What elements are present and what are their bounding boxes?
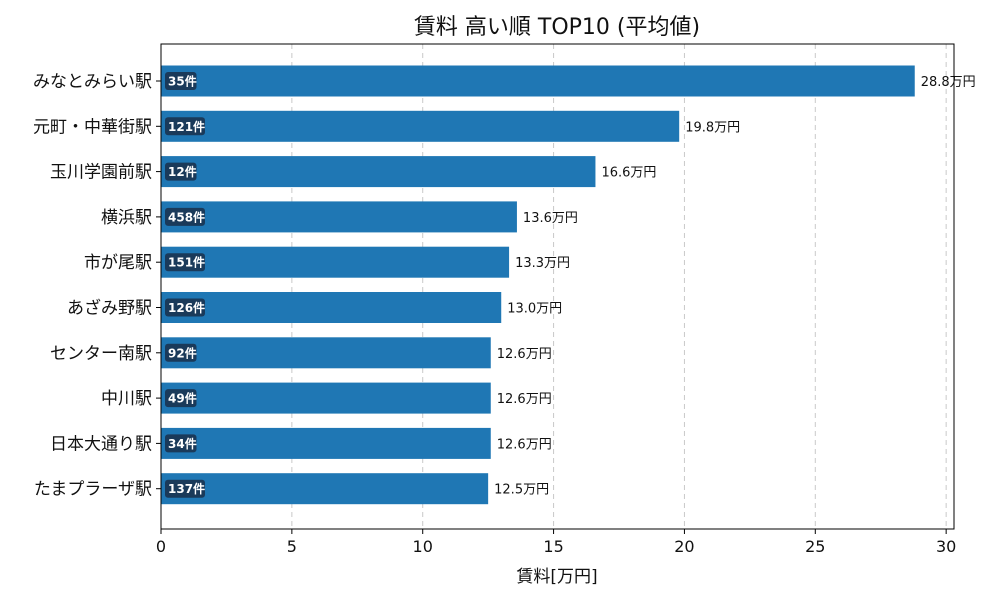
value-label: 13.0万円 — [507, 302, 562, 317]
chart-title: 賃料 高い順 TOP10 (平均値) — [414, 15, 700, 40]
plot-frame — [160, 43, 955, 530]
category-label: 市が尾駅 — [84, 253, 152, 273]
bar — [161, 427, 491, 459]
count-label: 137件 — [168, 481, 205, 496]
x-axis-label: 賃料[万円] — [516, 567, 597, 587]
y-axis-categories: みなとみらい駅元町・中華街駅玉川学園前駅横浜駅市が尾駅あざみ野駅センター南駅中川… — [33, 72, 161, 500]
count-label: 151件 — [168, 255, 205, 270]
count-badge — [165, 479, 205, 498]
bar — [161, 337, 491, 369]
category-label: あざみ野駅 — [67, 298, 152, 319]
value-label: 13.3万円 — [515, 256, 570, 271]
bar — [161, 382, 491, 414]
count-label: 12件 — [168, 164, 197, 179]
category-label: たまプラーザ駅 — [34, 480, 152, 500]
count-label: 92件 — [168, 345, 197, 360]
category-label: 中川駅 — [101, 389, 152, 409]
count-label: 49件 — [168, 391, 197, 406]
count-badge — [165, 434, 197, 453]
value-label: 28.8万円 — [921, 75, 976, 90]
x-tick-label: 5 — [287, 537, 297, 556]
count-badge — [165, 72, 197, 90]
count-badge — [165, 298, 205, 317]
count-badge — [165, 162, 197, 181]
bar — [161, 201, 517, 233]
value-label: 13.6万円 — [523, 211, 578, 226]
count-label: 35件 — [168, 74, 197, 89]
count-badge — [165, 117, 205, 136]
bar — [161, 246, 510, 278]
value-label: 12.6万円 — [497, 437, 552, 452]
category-label: 玉川学園前駅 — [50, 163, 152, 183]
x-tick-label: 0 — [156, 537, 166, 556]
bar — [161, 156, 596, 188]
count-badge — [165, 343, 197, 362]
bar — [161, 110, 680, 142]
x-tick-label: 20 — [674, 537, 694, 556]
category-label: 日本大通り駅 — [50, 434, 152, 454]
bar — [161, 292, 502, 323]
x-tick-label: 15 — [543, 537, 563, 556]
category-label: 横浜駅 — [101, 208, 152, 228]
value-label: 19.8万円 — [685, 120, 740, 135]
x-tick-label: 10 — [413, 537, 433, 556]
count-label: 126件 — [168, 300, 205, 315]
count-label: 458件 — [168, 209, 205, 224]
category-label: 元町・中華街駅 — [33, 117, 152, 137]
count-label: 34件 — [168, 436, 197, 451]
x-tick-label: 25 — [805, 537, 825, 556]
category-label: みなとみらい駅 — [33, 72, 152, 92]
value-label: 12.5万円 — [494, 483, 549, 498]
bar — [161, 473, 489, 505]
x-axis-ticks: 0 5 10 15 20 25 30 — [156, 529, 956, 556]
count-badge — [165, 207, 205, 226]
value-label: 12.6万円 — [497, 392, 552, 407]
value-label: 12.6万円 — [497, 347, 552, 362]
x-tick-label: 30 — [936, 537, 956, 556]
count-badge — [165, 253, 205, 272]
count-label: 121件 — [168, 119, 205, 134]
value-label: 16.6万円 — [601, 166, 656, 181]
bar — [161, 65, 915, 97]
count-badge — [165, 389, 197, 408]
bars: 35件 28.8万円 121件 19.8万円 12件 16.6万円 458件 13.6万円 15… — [161, 65, 976, 505]
category-label: センター南駅 — [50, 344, 152, 364]
